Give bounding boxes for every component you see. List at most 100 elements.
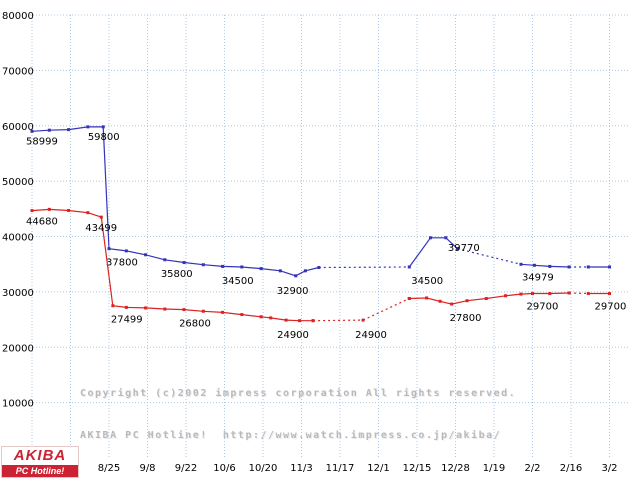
red-price-line-marker [298,319,302,323]
red-price-line-segment [313,297,410,322]
blue-price-line-marker [444,236,448,240]
red-price-line-value-label: 24900 [277,330,309,341]
blue-price-line-marker [124,249,128,253]
red-price-line-marker [86,211,90,215]
blue-price-line-value-label: 58999 [26,136,58,147]
red-price-line-marker [361,318,365,322]
blue-price-line-marker [259,267,263,271]
x-axis-label: 9/8 [139,463,155,474]
x-axis-label: 3/2 [601,463,617,474]
logo-subtitle: PC Hotline! [2,465,78,477]
red-price-line-marker [567,291,571,295]
x-axis-label: 8/25 [98,463,120,474]
red-price-line-marker [221,310,225,314]
footer-copyright: Copyright (c)2002 impress corporation Al… [80,359,516,471]
blue-price-line-marker [532,263,536,267]
blue-price-line-marker [303,269,307,273]
red-price-line-marker [438,299,442,303]
red-price-line-marker [111,304,115,308]
blue-price-line-marker [586,265,590,269]
blue-price-line-marker [608,265,611,269]
y-axis-label: 70000 [2,66,34,77]
red-price-line-value-label: 26800 [179,319,211,330]
x-axis-label: 12/15 [403,463,432,474]
blue-price-line-marker [182,261,186,265]
blue-price-line-value-label: 34500 [222,276,254,287]
x-axis-label: 2/2 [524,463,540,474]
blue-price-line-marker [47,128,51,132]
x-axis-label: 11/3 [290,463,312,474]
x-axis-label: 2/16 [560,463,582,474]
x-axis-label: 10/6 [213,463,235,474]
red-price-line-marker [504,294,508,298]
red-price-line-marker [269,316,273,320]
y-axis-label: 10000 [2,399,34,410]
blue-price-line-marker [567,265,571,269]
blue-price-line-value-label: 39770 [448,243,480,254]
logo-title: AKIBA [13,447,67,464]
x-axis-label: 9/22 [175,463,197,474]
blue-price-line-value-label: 37800 [106,258,138,269]
red-price-line-marker [67,208,71,212]
red-price-line-marker [30,209,34,213]
red-price-line-value-label: 27800 [450,313,482,324]
red-price-line-segment [569,292,589,295]
blue-price-line-marker [163,258,167,262]
site-url-text: AKIBA PC Hotline! http://www.watch.impre… [80,430,502,441]
blue-price-line-marker [240,265,244,269]
blue-price-line-marker [67,128,71,132]
blue-price-line-segment [520,263,570,268]
blue-price-line-value-label: 59800 [88,132,120,143]
red-price-line-value-label: 24900 [355,330,387,341]
blue-price-line-marker [548,264,552,268]
red-price-line-value-label: 29700 [595,302,627,313]
red-price-line-marker [407,297,411,301]
blue-price-line-marker [30,129,34,133]
blue-price-line-value-label: 34979 [522,272,554,283]
blue-price-line-marker [86,125,90,129]
red-price-line-marker [484,297,488,301]
blue-price-line-marker [407,265,411,269]
copyright-text: Copyright (c)2002 impress corporation Al… [80,388,517,399]
red-price-line-value-label: 27499 [111,315,143,326]
x-axis-label: 10/20 [249,463,278,474]
blue-price-line-value-label: 34500 [411,276,443,287]
red-price-line-marker [240,313,244,317]
red-price-line-value-label: 44680 [26,217,58,228]
red-price-line-marker [519,292,523,296]
red-price-line-marker [259,315,263,319]
x-axis-label: 12/28 [441,463,470,474]
x-axis-label: 12/1 [367,463,389,474]
blue-price-line-marker [221,264,225,268]
red-price-line-marker [201,309,205,313]
red-price-line-marker [284,318,288,322]
red-price-line-segment [31,208,314,322]
blue-price-line-value-label: 35800 [161,269,193,280]
blue-price-line-marker [107,247,111,251]
x-axis-label: 1/19 [483,463,505,474]
blue-price-line-value-label: 32900 [277,286,309,297]
red-price-line-marker [548,292,552,296]
blue-price-line-segment [408,237,458,268]
red-price-line-marker [182,308,186,312]
blue-price-line-marker [519,262,523,266]
red-price-line-marker [144,306,148,310]
akiba-pc-hotline-logo[interactable]: AKIBA PC Hotline! [1,446,79,478]
x-axis-label: 11/17 [326,463,355,474]
blue-price-line-marker [201,263,205,267]
red-price-line-marker [163,307,167,311]
y-axis-label: 60000 [2,122,34,133]
red-price-line-marker [465,299,469,303]
y-axis-label: 50000 [2,177,34,188]
red-price-line-value-label: 29700 [527,302,559,313]
blue-price-line-marker [278,269,282,273]
red-price-line-marker [586,292,590,296]
red-price-line-marker [99,215,103,219]
blue-price-line-marker [144,253,148,257]
red-price-line-marker [124,305,128,309]
red-price-line-marker [425,296,429,300]
y-axis-label: 80000 [2,11,34,22]
red-price-line-marker [450,302,454,306]
blue-price-line-marker [294,274,298,278]
